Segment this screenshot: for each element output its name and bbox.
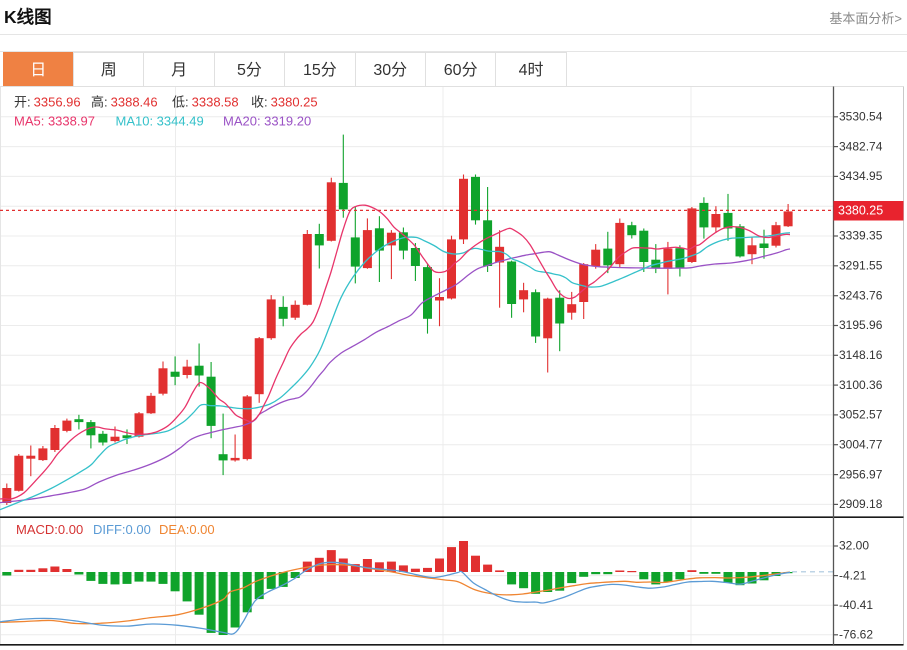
svg-text:-76.62: -76.62 (839, 627, 873, 641)
svg-text:高:3388.46: 高: 3388.46 (91, 95, 158, 110)
svg-text:3339.35: 3339.35 (839, 229, 883, 243)
svg-text:32.00: 32.00 (839, 539, 869, 553)
svg-text:DEA:0.00: DEA:0.00 (159, 522, 215, 537)
svg-text:3052.57: 3052.57 (839, 408, 883, 422)
svg-text:3148.16: 3148.16 (839, 348, 883, 362)
svg-text:2909.18: 2909.18 (839, 497, 883, 511)
svg-text:3195.96: 3195.96 (839, 318, 883, 332)
svg-text:3434.95: 3434.95 (839, 169, 883, 183)
svg-text:3482.74: 3482.74 (839, 139, 883, 153)
svg-text:MA10: 3344.49: MA10: 3344.49 (116, 114, 204, 129)
svg-text:DIFF:0.00: DIFF:0.00 (93, 522, 151, 537)
svg-text:低:3338.58: 低: 3338.58 (172, 95, 239, 110)
svg-text:-40.41: -40.41 (839, 598, 873, 612)
svg-text:收:3380.25: 收: 3380.25 (251, 95, 318, 110)
svg-text:3004.77: 3004.77 (839, 437, 883, 451)
svg-text:-4.21: -4.21 (839, 568, 867, 582)
svg-text:2956.97: 2956.97 (839, 467, 883, 481)
svg-text:3100.36: 3100.36 (839, 378, 883, 392)
svg-text:3380.25: 3380.25 (838, 204, 883, 218)
svg-text:3243.76: 3243.76 (839, 288, 883, 302)
svg-text:MACD:0.00: MACD:0.00 (16, 522, 83, 537)
svg-text:开:3356.96: 开: 3356.96 (14, 95, 81, 110)
svg-text:3291.55: 3291.55 (839, 258, 883, 272)
svg-text:MA5: 3338.97: MA5: 3338.97 (14, 114, 95, 129)
svg-text:3530.54: 3530.54 (839, 109, 883, 123)
svg-text:MA20: 3319.20: MA20: 3319.20 (223, 114, 311, 129)
